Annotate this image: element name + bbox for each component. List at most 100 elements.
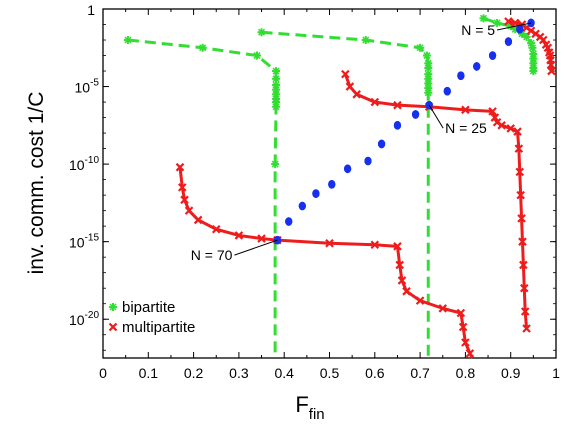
annotation-leader: [234, 239, 278, 256]
multipartite-marker-b: [415, 296, 425, 305]
series-line-multipartite: [343, 73, 529, 329]
blue-point: [473, 62, 481, 71]
multipartite-marker-b: [180, 195, 189, 205]
legend-label: bipartite: [122, 299, 175, 316]
blue-point: [393, 121, 402, 130]
series-multipartite: [175, 17, 556, 359]
x-tick-label: 0.7: [410, 365, 430, 381]
x-axis-title: Ffin: [295, 392, 324, 423]
bipartite-marker-d2: [527, 39, 535, 47]
bipartite-marker-d2: [272, 67, 280, 75]
multipartite-marker-b: [211, 224, 221, 234]
x-axis-title-sub: fin: [309, 406, 325, 423]
bipartite-marker-d2: [124, 36, 132, 44]
x-tick-label: 1: [552, 365, 560, 381]
x-tick-label: 0: [99, 365, 107, 381]
multipartite-marker-b: [497, 121, 506, 130]
annotation-label: N = 70: [191, 247, 233, 263]
annotation-label: N = 5: [461, 22, 495, 38]
axis-ticks: [102, 8, 557, 358]
x-tick-label: 0.3: [229, 365, 249, 381]
multipartite-marker-b: [547, 66, 556, 76]
legend-marker-d2: [109, 303, 117, 311]
bipartite-marker-d2: [362, 36, 370, 44]
y-tick-label: 10-5: [75, 78, 100, 96]
multipartite-marker-b: [520, 307, 530, 316]
bipartite-marker-d2: [518, 30, 526, 38]
multipartite-marker-b: [519, 260, 528, 270]
y-tick-label: 10-20: [69, 310, 99, 328]
multipartite-marker-b: [456, 308, 466, 318]
blue-point: [425, 100, 433, 110]
multipartite-marker-b: [370, 240, 380, 250]
multipartite-marker-b: [539, 35, 548, 45]
blue-point: [377, 139, 386, 149]
bipartite-marker-d2: [199, 44, 207, 52]
blue-point: [488, 51, 497, 60]
multipartite-marker-b: [514, 144, 524, 153]
multipartite-marker-b: [513, 127, 522, 136]
multipartite-marker-b: [370, 97, 380, 107]
multipartite-marker-b: [490, 113, 500, 122]
y-tick-labels: 1 10-5 10-10 10-15 10-20: [69, 2, 99, 328]
blue-point: [527, 18, 535, 28]
x-tick-label: 0.8: [456, 365, 476, 381]
y-tick-label: 10-15: [69, 233, 99, 251]
series-blue: [273, 18, 535, 245]
multipartite-marker-b: [522, 324, 531, 333]
multipartite-marker-b: [488, 107, 497, 116]
series-line-bipartite: [261, 30, 430, 358]
bipartite-marker-d2: [424, 89, 432, 97]
multipartite-marker-b: [193, 215, 203, 225]
multipartite-marker-b: [234, 231, 244, 240]
multipartite-marker-b: [516, 190, 525, 200]
series-line-multipartite: [178, 167, 474, 359]
x-tick-label: 0.2: [184, 365, 204, 381]
legend-entry: multipartite: [108, 319, 195, 336]
x-tick-label: 0.9: [501, 365, 521, 381]
multipartite-marker-b: [544, 48, 554, 57]
multipartite-marker-b: [520, 283, 529, 293]
multipartite-marker-b: [517, 214, 526, 223]
bipartite-marker-d2: [529, 67, 537, 75]
x-tick-label: 0.5: [320, 365, 340, 381]
x-tick-label: 0.6: [365, 365, 385, 381]
multipartite-marker-b: [325, 238, 334, 248]
multipartite-marker-b: [345, 82, 355, 91]
multipartite-marker-b: [397, 276, 407, 285]
multipartite-marker-b: [458, 322, 468, 332]
annotation-label: N = 25: [445, 120, 487, 136]
annotation-leader: [428, 104, 444, 129]
blue-point: [504, 37, 513, 46]
multipartite-marker-b: [518, 237, 527, 246]
blue-points-top: [273, 18, 535, 245]
x-tick-labels: 0 0.1 0.2 0.3 0.4 0.5 0.6 0.7 0.8 0.9 1: [99, 365, 560, 381]
multipartite-marker-b: [438, 304, 448, 313]
legend-marker-b: [108, 322, 118, 332]
blue-point: [443, 86, 451, 96]
blue-point: [298, 201, 306, 211]
series-bipartite: [123, 14, 538, 358]
blue-point: [516, 24, 524, 34]
blue-point: [457, 71, 465, 80]
bipartite-marker-d2: [523, 33, 531, 41]
legend: bipartite multipartite: [108, 299, 195, 336]
y-tick-label: 1: [87, 2, 95, 18]
multipartite-marker-b: [526, 26, 536, 35]
multipartite-marker-b: [506, 124, 515, 133]
x-axis-title-main: F: [295, 392, 308, 417]
blue-point: [312, 189, 320, 198]
multipartite-marker-b: [257, 234, 266, 243]
blue-point: [364, 156, 372, 166]
multipartite-marker-b: [177, 183, 187, 192]
bipartite-marker-d2: [416, 44, 424, 52]
bipartite-marker-d2: [424, 64, 432, 72]
y-tick-label: 10-10: [69, 155, 99, 173]
blue-point: [285, 217, 293, 226]
bipartite-marker-d2: [272, 103, 280, 111]
annotations: N = 70 N = 25 N = 5: [191, 22, 532, 263]
multipartite-marker-b: [515, 167, 525, 177]
bipartite-marker-d2: [271, 160, 279, 168]
multipartite-marker-b: [492, 117, 502, 127]
